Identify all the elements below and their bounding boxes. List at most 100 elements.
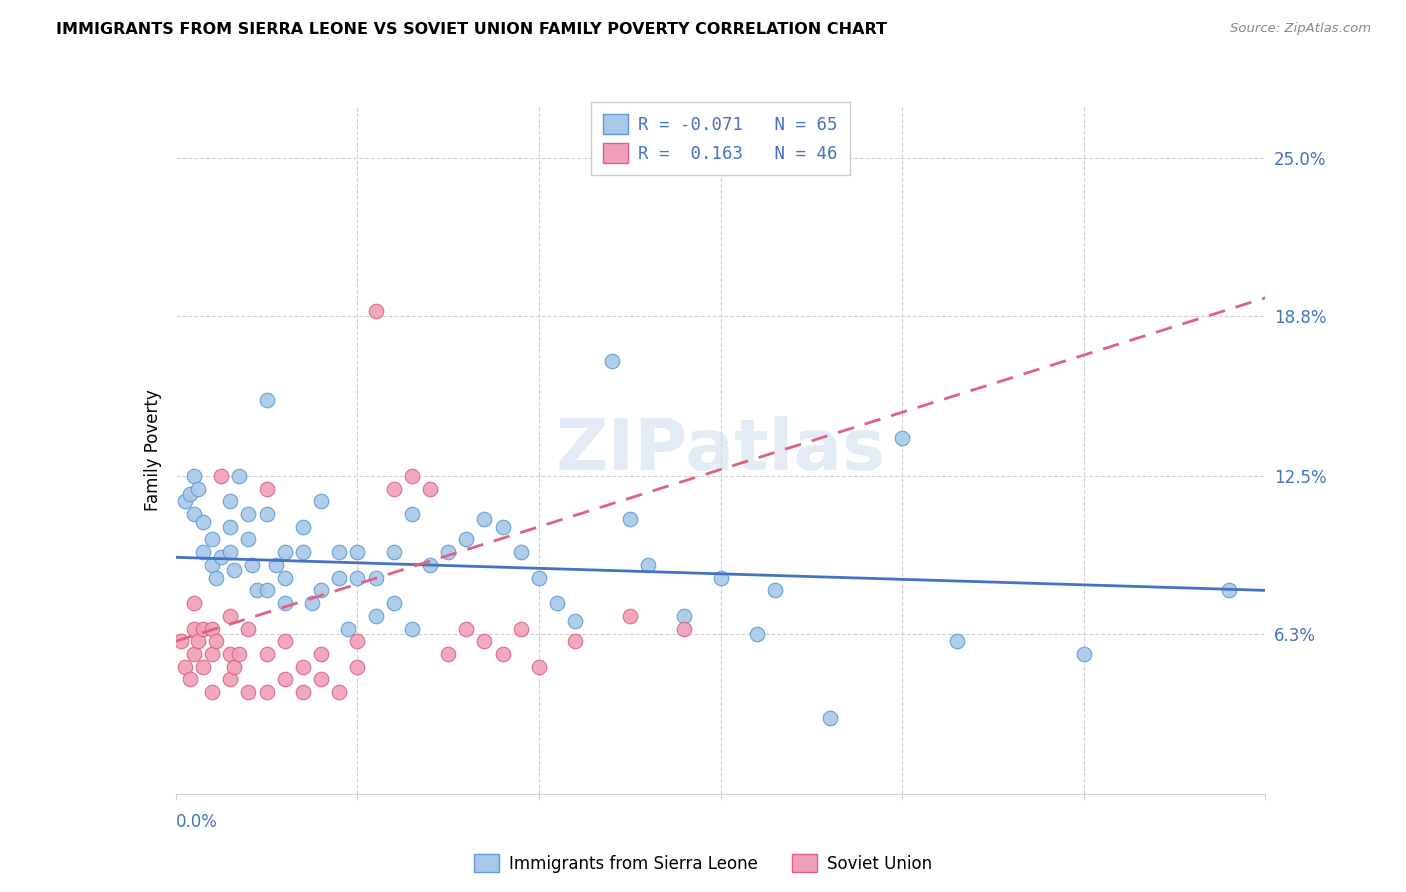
Point <box>173 494 195 508</box>
Point <box>763 583 786 598</box>
Point <box>456 622 478 636</box>
Point <box>364 608 387 623</box>
Point <box>183 469 205 483</box>
Point <box>710 571 733 585</box>
Legend: R = -0.071   N = 65, R =  0.163   N = 46: R = -0.071 N = 65, R = 0.163 N = 46 <box>592 102 849 175</box>
Point <box>256 685 278 699</box>
Point <box>238 622 260 636</box>
Point <box>222 563 245 577</box>
Point <box>219 608 242 623</box>
Point <box>291 685 314 699</box>
Point <box>328 685 350 699</box>
Point <box>256 482 278 496</box>
Point <box>228 469 250 483</box>
Point <box>509 622 531 636</box>
Point <box>201 647 224 661</box>
Point <box>179 486 201 500</box>
Point <box>219 545 242 559</box>
Point <box>527 571 550 585</box>
Point <box>564 634 586 648</box>
Text: 0.0%: 0.0% <box>176 814 218 831</box>
Point <box>264 558 287 572</box>
Point <box>219 647 242 661</box>
Point <box>209 469 232 483</box>
Point <box>309 583 332 598</box>
Point <box>437 647 460 661</box>
Point <box>619 608 641 623</box>
Point <box>945 634 967 648</box>
Point <box>637 558 659 572</box>
Point <box>201 622 224 636</box>
Point <box>346 659 368 673</box>
Point <box>364 303 387 318</box>
Point <box>222 659 245 673</box>
Point <box>238 685 260 699</box>
Point <box>527 659 550 673</box>
Point <box>1218 583 1240 598</box>
Point <box>183 596 205 610</box>
Point <box>201 533 224 547</box>
Point <box>309 647 332 661</box>
Text: ZIPatlas: ZIPatlas <box>555 416 886 485</box>
Point <box>256 583 278 598</box>
Point <box>600 354 623 368</box>
Point <box>191 622 214 636</box>
Point <box>564 614 586 628</box>
Point <box>346 571 368 585</box>
Point <box>173 659 195 673</box>
Point <box>274 634 297 648</box>
Point <box>382 596 405 610</box>
Point <box>191 659 214 673</box>
Point <box>401 469 423 483</box>
Point <box>238 533 260 547</box>
Point <box>382 482 405 496</box>
Point <box>274 571 297 585</box>
Point <box>179 673 201 687</box>
Point <box>401 507 423 521</box>
Legend: Immigrants from Sierra Leone, Soviet Union: Immigrants from Sierra Leone, Soviet Uni… <box>468 847 938 880</box>
Point <box>401 622 423 636</box>
Point <box>219 520 242 534</box>
Point <box>419 482 441 496</box>
Point <box>183 647 205 661</box>
Point <box>256 392 278 407</box>
Point <box>274 545 297 559</box>
Point <box>337 622 360 636</box>
Point <box>346 545 368 559</box>
Point <box>346 634 368 648</box>
Point <box>745 626 768 640</box>
Text: IMMIGRANTS FROM SIERRA LEONE VS SOVIET UNION FAMILY POVERTY CORRELATION CHART: IMMIGRANTS FROM SIERRA LEONE VS SOVIET U… <box>56 22 887 37</box>
Point <box>291 545 314 559</box>
Point <box>291 520 314 534</box>
Point <box>456 533 478 547</box>
Point <box>509 545 531 559</box>
Point <box>183 507 205 521</box>
Point <box>437 545 460 559</box>
Point <box>183 622 205 636</box>
Point <box>474 634 496 648</box>
Point <box>256 507 278 521</box>
Point <box>274 673 297 687</box>
Point <box>419 558 441 572</box>
Point <box>382 545 405 559</box>
Point <box>186 482 209 496</box>
Point <box>301 596 323 610</box>
Point <box>238 507 260 521</box>
Point <box>546 596 568 610</box>
Point <box>309 673 332 687</box>
Point <box>274 596 297 610</box>
Point <box>291 659 314 673</box>
Point <box>219 673 242 687</box>
Point <box>201 558 224 572</box>
Y-axis label: Family Poverty: Family Poverty <box>143 390 162 511</box>
Point <box>364 571 387 585</box>
Point <box>1073 647 1095 661</box>
Point <box>818 710 841 724</box>
Point <box>191 545 214 559</box>
Point <box>191 515 214 529</box>
Point <box>673 608 696 623</box>
Point <box>619 512 641 526</box>
Point <box>201 685 224 699</box>
Point <box>246 583 269 598</box>
Point <box>204 571 226 585</box>
